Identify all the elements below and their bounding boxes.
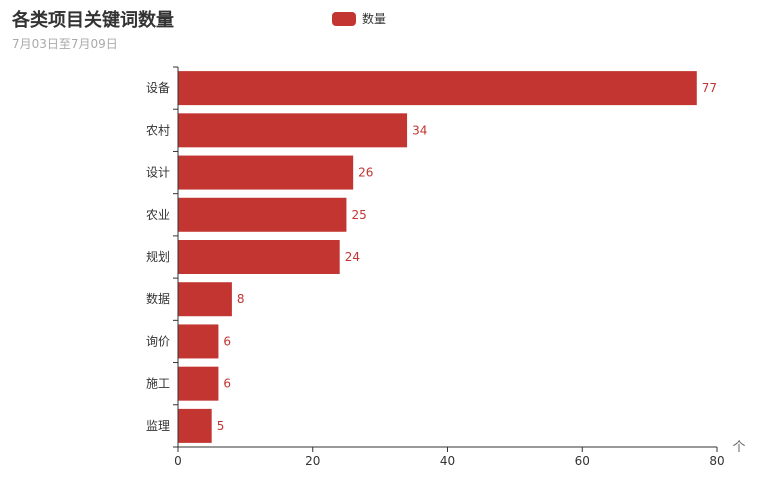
data-label-7: 6 <box>223 377 231 391</box>
data-label-4: 24 <box>345 250 360 264</box>
x-tick-label-0: 0 <box>174 454 182 468</box>
bar-8[interactable] <box>178 408 212 443</box>
bars-group: 77 34 26 25 24 8 6 6 5 <box>178 71 717 443</box>
bar-2[interactable] <box>178 155 354 190</box>
y-tick-label-3: 农业 <box>146 208 170 222</box>
chart-subtitle: 7月03日至7月09日 <box>12 37 118 51</box>
bar-7[interactable] <box>178 366 219 401</box>
data-label-1: 34 <box>412 123 427 137</box>
y-tick-label-4: 规划 <box>146 249 170 264</box>
legend[interactable]: 数量 <box>332 10 386 27</box>
data-label-0: 77 <box>702 81 717 95</box>
x-tick-label-1: 20 <box>305 454 320 468</box>
y-tick-label-8: 监理 <box>146 419 170 433</box>
legend-swatch <box>332 11 356 26</box>
data-label-6: 6 <box>223 334 231 348</box>
legend-label: 数量 <box>362 12 387 26</box>
bar-3[interactable] <box>178 197 347 232</box>
x-tick-label-3: 60 <box>575 454 590 468</box>
data-label-5: 8 <box>237 292 245 306</box>
y-tick-label-2: 设计 <box>146 166 170 180</box>
y-tick-label-0: 设备 <box>146 81 170 95</box>
bar-1[interactable] <box>178 113 408 148</box>
bar-0[interactable] <box>178 71 697 106</box>
x-tick-label-2: 40 <box>440 454 455 468</box>
y-tick-label-7: 施工 <box>146 377 170 391</box>
chart-title: 各类项目关键词数量 <box>12 10 174 31</box>
y-tick-label-1: 农村 <box>146 123 170 137</box>
bar-6[interactable] <box>178 324 219 359</box>
data-label-8: 5 <box>217 419 225 433</box>
data-label-3: 25 <box>351 208 366 222</box>
y-tick-label-6: 询价 <box>146 334 170 348</box>
bar-4[interactable] <box>178 240 340 274</box>
bar-5[interactable] <box>178 282 232 317</box>
data-label-2: 26 <box>358 166 373 180</box>
up-caret-icon[interactable]: 个 <box>732 440 745 455</box>
y-tick-label-5: 数据 <box>146 291 170 306</box>
x-tick-label-4: 80 <box>709 454 724 468</box>
